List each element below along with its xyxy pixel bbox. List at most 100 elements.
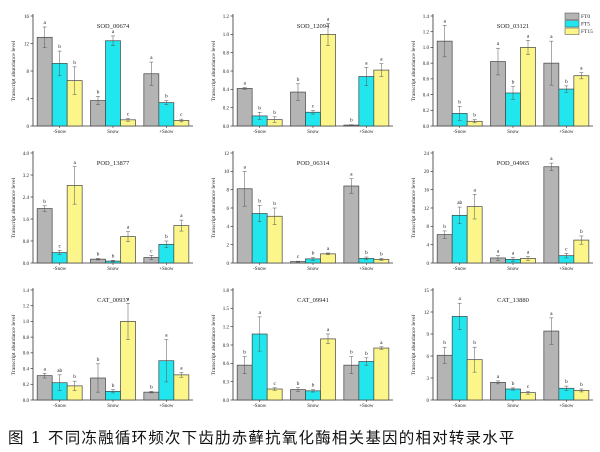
significance-letter: a bbox=[180, 366, 183, 372]
chart-svg: 0 4 8 12 16 20 24 Transcript abundance level POD… bbox=[411, 151, 593, 272]
significance-letter: b bbox=[73, 60, 76, 66]
significance-letter: a bbox=[258, 310, 261, 316]
significance-letter: b bbox=[273, 110, 276, 116]
y-tick-label: 0.8 bbox=[223, 51, 230, 56]
chart-title: SOD_00674 bbox=[97, 23, 130, 30]
y-tick-label: 0.9 bbox=[223, 344, 230, 349]
significance-letter: b bbox=[580, 382, 583, 388]
x-tick-label: -Snow bbox=[453, 267, 466, 272]
significance-letter: a bbox=[380, 57, 383, 63]
y-tick-label: 0.0 bbox=[23, 399, 30, 404]
y-axis-label: Transcript abundance level bbox=[211, 40, 217, 101]
y-axis-label: Transcript abundance level bbox=[11, 40, 17, 101]
legend-label: FT0 bbox=[581, 14, 590, 20]
significance-letter: b bbox=[97, 357, 100, 363]
chart-svg: 0 3 6 9 12 15 Transcript abundance level CAT_13… bbox=[411, 288, 593, 409]
y-tick-label: 0.6 bbox=[423, 78, 430, 83]
significance-letter: b bbox=[443, 224, 446, 230]
significance-letter: b bbox=[443, 340, 446, 346]
y-tick-label: 0.2 bbox=[423, 109, 430, 114]
y-tick-label: 0.2 bbox=[23, 383, 30, 388]
legend-label: FT5 bbox=[581, 22, 590, 28]
x-tick-label: Snow bbox=[107, 130, 119, 135]
y-tick-label: 1.2 bbox=[423, 31, 430, 36]
significance-letter: a bbox=[497, 374, 500, 380]
x-tick-label: Snow bbox=[307, 267, 319, 272]
significance-letter: b bbox=[165, 234, 168, 240]
y-tick-label: 6 bbox=[227, 207, 230, 212]
bar-ft5 bbox=[558, 88, 575, 127]
bar-ft15 bbox=[573, 75, 590, 127]
significance-letter: b bbox=[297, 381, 300, 387]
y-tick-label: 4 bbox=[27, 97, 30, 102]
x-tick-label: +Snow bbox=[359, 130, 374, 135]
significance-letter: c bbox=[565, 246, 568, 252]
y-tick-label: 0.2 bbox=[223, 106, 230, 111]
significance-letter: b bbox=[565, 379, 568, 385]
y-tick-label: 0.0 bbox=[223, 125, 230, 130]
x-tick-label: -Snow bbox=[53, 130, 66, 135]
significance-letter: a bbox=[365, 60, 368, 66]
y-tick-label: 0.4 bbox=[23, 367, 30, 372]
significance-letter: a bbox=[112, 29, 115, 35]
legend-swatch-ft15 bbox=[564, 27, 580, 35]
significance-letter: ab bbox=[457, 200, 462, 206]
y-tick-label: 1.2 bbox=[223, 15, 230, 20]
y-tick-label: 0 bbox=[227, 262, 230, 267]
y-axis-label: Transcript abundance level bbox=[211, 177, 217, 238]
x-tick-label: +Snow bbox=[159, 267, 174, 272]
chart-svg: 0 4 8 12 16 Transcript abundance level SOD_006… bbox=[11, 14, 193, 135]
chart-title: CAT_13880 bbox=[497, 297, 529, 304]
x-tick-label: -Snow bbox=[253, 267, 266, 272]
y-axis-label: Transcript abundance level bbox=[11, 314, 17, 375]
y-tick-label: 0.8 bbox=[23, 240, 30, 245]
significance-letter: b bbox=[565, 79, 568, 85]
bar-ft15 bbox=[373, 347, 390, 401]
y-tick-label: 1.0 bbox=[23, 320, 30, 325]
significance-letter: b bbox=[258, 198, 261, 204]
bar-ft5 bbox=[358, 361, 375, 401]
significance-letter: b bbox=[380, 251, 383, 257]
x-tick-label: Snow bbox=[507, 130, 519, 135]
significance-letter: b bbox=[150, 384, 153, 390]
significance-letter: b bbox=[112, 253, 115, 259]
x-tick-label: +Snow bbox=[559, 130, 574, 135]
chart-panel-pod_04965: 0 4 8 12 16 20 24 Transcript abundance level POD… bbox=[400, 137, 600, 274]
y-tick-label: 24 bbox=[424, 152, 430, 157]
y-tick-label: 0.3 bbox=[223, 380, 230, 385]
bar-ft5 bbox=[505, 388, 521, 401]
figure-grid: 0 4 8 12 16 Transcript abundance level SOD_006… bbox=[0, 12, 600, 409]
y-tick-label: 8 bbox=[427, 225, 430, 230]
chart-panel-pod_13877: 0.0 0.8 1.6 2.4 3.2 4.0 Transcript abundance l… bbox=[0, 137, 200, 274]
significance-letter: a bbox=[73, 160, 76, 166]
significance-letter: b bbox=[258, 105, 261, 111]
significance-letter: b bbox=[73, 374, 76, 380]
significance-letter: b bbox=[97, 251, 100, 257]
significance-letter: a bbox=[243, 81, 246, 87]
chart-title: POD_06314 bbox=[297, 160, 330, 167]
significance-letter: a bbox=[512, 251, 515, 257]
chart-title: CAT_09941 bbox=[297, 297, 329, 304]
y-tick-label: 3.2 bbox=[23, 174, 30, 179]
significance-letter: ab bbox=[57, 368, 62, 374]
significance-letter: a bbox=[350, 172, 353, 178]
significance-letter: b bbox=[297, 77, 300, 83]
y-tick-label: 0.8 bbox=[423, 62, 430, 67]
significance-letter: a bbox=[380, 340, 383, 346]
bar-ft0 bbox=[36, 208, 53, 264]
x-tick-label: +Snow bbox=[359, 404, 374, 409]
chart-title: POD_04965 bbox=[497, 160, 530, 167]
y-tick-label: 4 bbox=[427, 243, 430, 248]
significance-letter: c bbox=[297, 254, 300, 260]
bar-ft15 bbox=[320, 338, 336, 401]
bar-ft0 bbox=[36, 36, 53, 127]
significance-letter: a bbox=[497, 41, 500, 47]
y-tick-label: 0.0 bbox=[223, 399, 230, 404]
y-tick-label: 0.4 bbox=[423, 93, 430, 98]
bar-ft15 bbox=[320, 33, 336, 127]
y-tick-label: 12 bbox=[424, 207, 430, 212]
y-tick-label: 0 bbox=[27, 125, 30, 130]
significance-letter: a bbox=[527, 33, 530, 39]
significance-letter: b bbox=[312, 251, 315, 257]
significance-letter: a bbox=[127, 225, 130, 231]
